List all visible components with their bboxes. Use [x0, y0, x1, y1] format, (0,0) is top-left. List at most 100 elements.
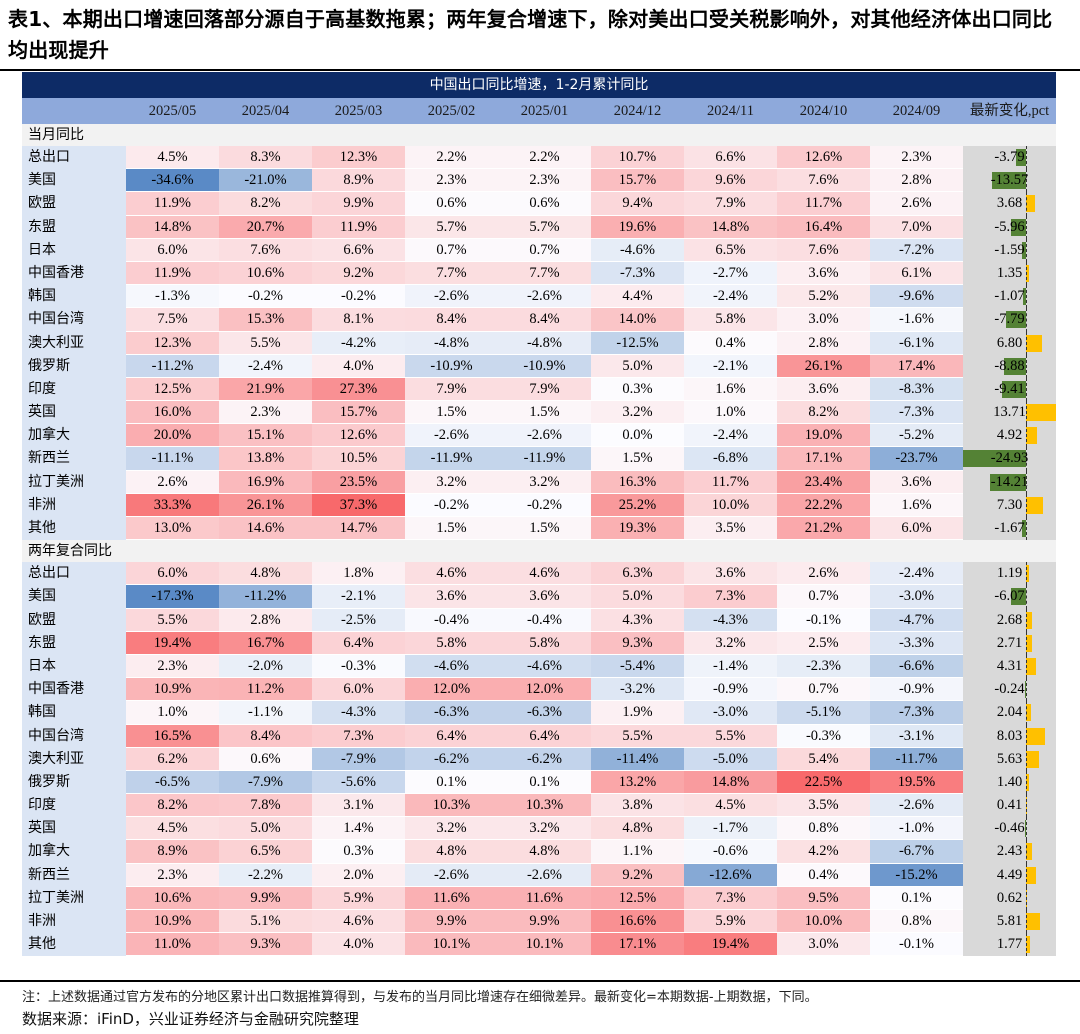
value-cell: 6.0%: [312, 678, 405, 702]
column-header: 2025/02: [427, 103, 476, 119]
zero-line: [1026, 517, 1027, 541]
value-cell: 6.1%: [870, 261, 963, 286]
change-bar: [1026, 866, 1037, 884]
value-cell: 3.0%: [777, 308, 870, 332]
value-cell: 8.4%: [405, 308, 498, 332]
value-cell: 1.5%: [405, 517, 498, 541]
value-cell: 11.9%: [126, 192, 219, 216]
value-cell: -0.1%: [870, 933, 963, 957]
value-cell: -6.1%: [870, 331, 963, 355]
value-cell: 9.3%: [591, 631, 684, 655]
value-cell: 14.8%: [126, 215, 219, 239]
change-value: 0.62: [996, 889, 1023, 906]
value-cell: 7.9%: [684, 192, 777, 216]
value-cell: 5.4%: [777, 747, 870, 771]
value-cell: -4.3%: [684, 608, 777, 632]
value-cell: 1.1%: [591, 840, 684, 864]
value-cell: 8.3%: [219, 146, 312, 170]
value-cell: 6.0%: [870, 517, 963, 541]
change-value: -13.57: [990, 172, 1029, 189]
change-cell: -0.24: [963, 678, 1056, 702]
value-cell: 21.9%: [219, 377, 312, 402]
value-cell: -1.4%: [684, 654, 777, 679]
value-cell: -4.6%: [405, 654, 498, 679]
value-cell: 1.0%: [126, 701, 219, 725]
value-cell: -10.9%: [498, 354, 591, 378]
table-row: 中国香港 11.9% 10.6% 9.2% 7.7% 7.7% -7.3% -2.7% 3.6%…: [22, 261, 1056, 286]
value-cell: 6.4%: [405, 724, 498, 748]
value-cell: 8.2%: [126, 794, 219, 818]
value-cell: 5.8%: [684, 308, 777, 332]
value-cell: 1.5%: [591, 447, 684, 471]
zero-line: [1026, 447, 1027, 471]
value-cell: 3.2%: [591, 401, 684, 425]
change-bar: [990, 473, 1026, 491]
change-bar: [1026, 334, 1042, 352]
table-row: 欧盟 11.9% 8.2% 9.9% 0.6% 0.6% 9.4% 7.9% 11.7% 2.6%…: [22, 192, 1056, 216]
row-label: 俄罗斯: [22, 770, 126, 795]
row-label: 美国: [22, 169, 126, 193]
value-cell: 8.9%: [312, 169, 405, 193]
value-cell: 4.6%: [312, 910, 405, 934]
row-label: 俄罗斯: [22, 354, 126, 378]
value-cell: 2.8%: [219, 608, 312, 632]
change-value: -1.59: [994, 241, 1025, 258]
value-cell: 6.0%: [126, 562, 219, 586]
change-bar: [963, 450, 1026, 468]
value-cell: 4.5%: [126, 817, 219, 841]
value-cell: 3.5%: [777, 794, 870, 818]
value-cell: 8.2%: [777, 401, 870, 425]
value-cell: -11.4%: [591, 747, 684, 771]
value-cell: 3.6%: [777, 377, 870, 402]
value-cell: 10.0%: [684, 493, 777, 517]
zero-line: [1026, 886, 1027, 910]
column-header-row: 2025/05 2025/04 2025/03 2025/02 2025/01 2024/…: [22, 98, 1056, 124]
value-cell: 2.3%: [219, 401, 312, 425]
row-label: 印度: [22, 377, 126, 402]
row-label: 其他: [22, 933, 126, 957]
zero-line: [1026, 701, 1027, 725]
table-row: 拉丁美洲 2.6% 16.9% 23.5% 3.2% 3.2% 16.3% 11.7% 23.4…: [22, 470, 1056, 494]
row-label: 韩国: [22, 701, 126, 725]
table-banner: 中国出口同比增速，1-2月累计同比: [22, 72, 1056, 98]
change-cell: -8.88: [963, 354, 1056, 378]
value-cell: -0.2%: [312, 285, 405, 309]
change-value: 1.19: [996, 565, 1023, 582]
value-cell: 5.7%: [498, 215, 591, 239]
zero-line: [1026, 678, 1027, 702]
change-bar: [1003, 357, 1026, 375]
value-cell: 3.6%: [684, 562, 777, 586]
value-cell: 16.4%: [777, 215, 870, 239]
row-label: 东盟: [22, 215, 126, 239]
value-cell: 11.6%: [498, 886, 591, 910]
value-cell: 11.9%: [312, 215, 405, 239]
zero-line: [1026, 863, 1027, 887]
value-cell: 17.1%: [591, 933, 684, 957]
value-cell: 8.2%: [219, 192, 312, 216]
change-value: 3.68: [996, 195, 1023, 212]
value-cell: -2.3%: [777, 654, 870, 679]
zero-line: [1026, 238, 1027, 262]
value-cell: -4.8%: [405, 331, 498, 355]
value-cell: 2.3%: [498, 169, 591, 193]
value-cell: 27.3%: [312, 377, 405, 402]
table-row: 总出口 6.0% 4.8% 1.8% 4.6% 4.6% 6.3% 3.6% 2.6% -2.4%…: [22, 562, 1056, 586]
value-cell: 8.4%: [219, 724, 312, 748]
change-value: 1.40: [996, 773, 1023, 790]
change-cell: 8.03: [963, 724, 1056, 748]
value-cell: 10.0%: [777, 910, 870, 934]
value-cell: 16.0%: [126, 401, 219, 425]
value-cell: 3.6%: [498, 585, 591, 609]
value-cell: -0.1%: [777, 608, 870, 632]
value-cell: 3.6%: [870, 470, 963, 494]
value-cell: 10.3%: [405, 794, 498, 818]
change-cell: 4.92: [963, 424, 1056, 448]
change-cell: 0.41: [963, 794, 1056, 818]
value-cell: -4.3%: [312, 701, 405, 725]
table-row: 新西兰 -11.1% 13.8% 10.5% -11.9% -11.9% 1.5% -6.8%…: [22, 447, 1056, 471]
column-header: 2025/04: [241, 103, 290, 119]
value-cell: -2.4%: [684, 285, 777, 309]
value-cell: 15.3%: [219, 308, 312, 332]
change-value: 2.71: [996, 634, 1023, 651]
section-header: 当月同比: [22, 124, 1056, 146]
